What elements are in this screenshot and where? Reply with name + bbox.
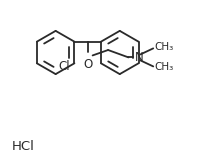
Text: O: O [83, 58, 92, 71]
Text: Cl: Cl [58, 60, 70, 73]
Text: CH₃: CH₃ [154, 42, 173, 52]
Text: N: N [134, 51, 142, 64]
Text: HCl: HCl [11, 140, 34, 153]
Text: CH₃: CH₃ [154, 62, 173, 72]
